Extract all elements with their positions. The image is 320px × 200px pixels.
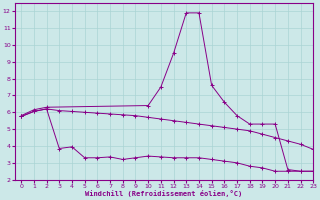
X-axis label: Windchill (Refroidissement éolien,°C): Windchill (Refroidissement éolien,°C) [85, 190, 243, 197]
